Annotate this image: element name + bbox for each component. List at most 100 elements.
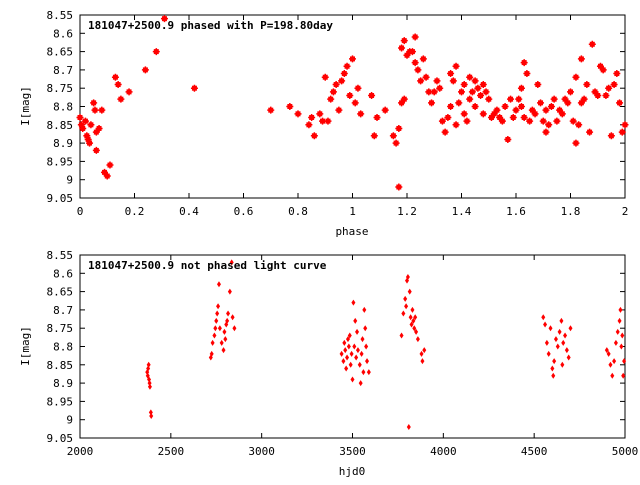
phased-data-point <box>542 128 550 136</box>
phased-data-point <box>76 113 84 121</box>
phased-data-point <box>479 81 487 89</box>
phased-data-point <box>460 81 468 89</box>
unphased-data-point <box>217 325 222 332</box>
phased-data-point <box>485 95 493 103</box>
phased-data-point <box>567 88 574 96</box>
phased-data-point <box>618 128 626 136</box>
unphased-points <box>145 259 627 431</box>
phased-x-tick-label: 0.2 <box>125 205 145 218</box>
phased-x-axis-label: phase <box>335 225 368 238</box>
unphased-data-point <box>620 332 625 339</box>
phased-data-point <box>586 128 594 136</box>
phased-data-point <box>92 146 100 154</box>
phased-data-point <box>398 44 406 52</box>
unphased-data-point <box>348 361 353 368</box>
phased-data-point <box>466 95 474 103</box>
unphased-data-point <box>210 339 215 346</box>
unphased-data-point <box>408 314 413 321</box>
unphased-y-tick-label: 8.75 <box>47 322 74 335</box>
unphased-data-point <box>401 310 406 317</box>
phased-y-tick-label: 8.6 <box>53 27 73 40</box>
phased-x-tick-label: 1.6 <box>506 205 526 218</box>
unphased-data-point <box>552 358 557 365</box>
unphased-data-point <box>341 358 346 365</box>
phased-data-point <box>504 135 512 143</box>
unphased-data-point <box>406 424 411 431</box>
unphased-data-point <box>546 350 551 357</box>
phased-data-point <box>98 106 106 114</box>
phased-data-point <box>310 132 318 140</box>
phased-data-point <box>95 124 103 132</box>
unphased-data-point <box>613 339 618 346</box>
phased-data-point <box>482 88 490 96</box>
phased-data-point <box>316 110 324 118</box>
phased-data-point <box>487 113 495 121</box>
unphased-data-point <box>548 325 553 332</box>
phased-data-point <box>588 40 596 48</box>
unphased-data-point <box>221 347 226 354</box>
phased-data-point <box>436 84 444 92</box>
phased-data-point <box>539 117 547 125</box>
unphased-data-point <box>364 343 369 350</box>
phased-data-point <box>558 110 566 118</box>
unphased-data-point <box>404 303 409 310</box>
phased-x-tick-label: 1.2 <box>397 205 417 218</box>
phased-data-point <box>81 117 89 125</box>
unphased-data-point <box>413 314 418 321</box>
unphased-data-point <box>354 354 359 361</box>
phased-data-point <box>389 132 397 140</box>
phased-data-point <box>507 95 515 103</box>
phased-data-point <box>452 62 460 70</box>
phased-points <box>76 15 629 191</box>
phased-data-point <box>605 84 613 92</box>
phased-data-point <box>602 92 610 100</box>
unphased-data-point <box>230 314 235 321</box>
unphased-data-point <box>559 317 564 324</box>
unphased-y-tick-label: 8.6 <box>53 267 73 280</box>
unphased-data-point <box>146 361 151 368</box>
phased-data-point <box>346 92 354 100</box>
phased-data-point <box>531 110 539 118</box>
phased-data-point <box>528 106 536 114</box>
unphased-data-point <box>412 325 417 332</box>
unphased-data-point <box>339 350 344 357</box>
phased-data-point <box>501 103 509 110</box>
phased-data-point <box>343 62 351 70</box>
unphased-data-point <box>553 336 558 343</box>
phased-data-point <box>564 99 572 107</box>
phased-data-point <box>572 73 580 81</box>
phased-data-point <box>327 95 335 103</box>
phased-data-point <box>607 132 615 140</box>
unphased-data-point <box>420 358 425 365</box>
phased-data-point <box>517 103 525 110</box>
phased-data-point <box>190 84 198 92</box>
unphased-data-point <box>621 372 626 379</box>
phased-x-tick-label: 0.6 <box>234 205 254 218</box>
phased-data-point <box>547 103 555 110</box>
phased-y-tick-label: 8.85 <box>47 119 74 132</box>
phased-y-tick-label: 8.65 <box>47 46 74 59</box>
unphased-data-point <box>355 347 360 354</box>
phased-y-tick-label: 8.9 <box>53 137 73 150</box>
unphased-data-point <box>216 303 221 310</box>
phased-data-point <box>447 103 455 110</box>
unphased-data-point <box>419 350 424 357</box>
phased-data-point <box>479 110 487 118</box>
phased-data-point <box>125 88 133 96</box>
phased-data-point <box>114 81 122 89</box>
unphased-data-point <box>363 325 368 332</box>
unphased-data-point <box>405 273 410 280</box>
phased-data-point <box>493 106 501 114</box>
phased-data-point <box>332 81 340 89</box>
unphased-data-point <box>366 369 371 376</box>
unphased-data-point <box>223 336 228 343</box>
unphased-data-point <box>619 343 624 350</box>
unphased-data-point <box>232 325 237 332</box>
unphased-data-point <box>618 306 623 313</box>
phased-y-axis-label: I[mag] <box>19 86 32 126</box>
unphased-data-point <box>361 369 366 376</box>
unphased-data-point <box>555 343 560 350</box>
phased-data-point <box>419 55 427 63</box>
phased-data-point <box>542 106 550 114</box>
